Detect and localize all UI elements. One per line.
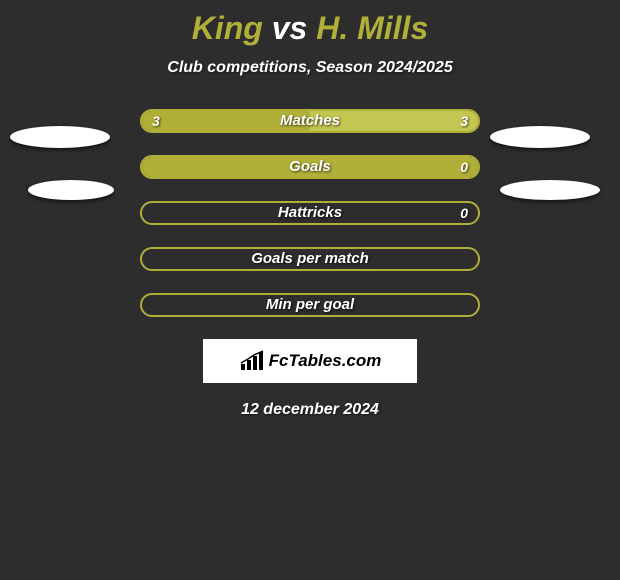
stat-row: Min per goal — [140, 293, 480, 317]
bar-chart-icon — [239, 350, 265, 372]
stat-value-right: 0 — [460, 155, 468, 179]
decorative-ellipse — [500, 180, 600, 200]
stat-row: Hattricks0 — [140, 201, 480, 225]
stat-row: Goals per match — [140, 247, 480, 271]
stat-label: Min per goal — [140, 293, 480, 317]
stat-row: Matches3 3 — [140, 109, 480, 133]
stat-label: Hattricks — [140, 201, 480, 225]
stat-value-left: 3 — [152, 109, 160, 133]
title-vs: vs — [272, 10, 308, 46]
player-left-name: King — [192, 10, 263, 46]
subtitle: Club competitions, Season 2024/2025 — [0, 59, 620, 77]
player-right-name: H. Mills — [316, 10, 428, 46]
stat-row: Goals0 — [140, 155, 480, 179]
decorative-ellipse — [490, 126, 590, 148]
stat-label: Goals per match — [140, 247, 480, 271]
decorative-ellipse — [10, 126, 110, 148]
decorative-ellipse — [28, 180, 114, 200]
stat-label: Goals — [140, 155, 480, 179]
comparison-title: King vs H. Mills — [0, 0, 620, 47]
stat-value-right: 3 — [460, 109, 468, 133]
stat-label: Matches — [140, 109, 480, 133]
logo-text: FcTables.com — [269, 351, 382, 371]
stat-value-right: 0 — [460, 201, 468, 225]
logo-box: FcTables.com — [203, 339, 417, 383]
date-label: 12 december 2024 — [0, 401, 620, 419]
